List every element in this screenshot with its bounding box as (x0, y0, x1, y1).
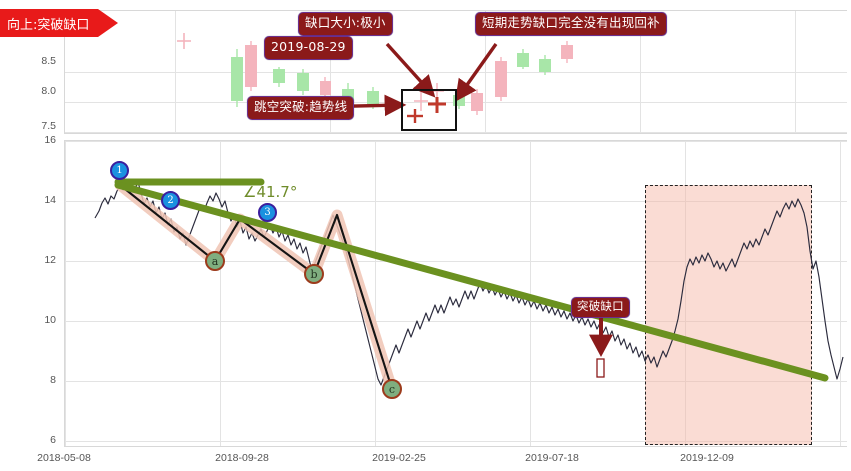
wave-marker-label: b (310, 267, 318, 281)
main-xtick: 2019-02-25 (372, 452, 426, 464)
main-ytick: 12 (44, 254, 56, 266)
main-ytick: 6 (50, 434, 56, 446)
candle-up (517, 49, 529, 69)
price-line (94, 178, 844, 386)
gap-marker-box (596, 358, 605, 378)
gridline-v (175, 11, 176, 133)
candle-down (561, 41, 573, 63)
gridline-v (530, 141, 531, 446)
direction-banner-label: 向上:突破缺口 (7, 17, 90, 33)
gridline-v (640, 11, 641, 133)
candle-down (471, 89, 483, 115)
wave-marker-b: b (304, 264, 324, 284)
wave-marker-c: c (382, 379, 402, 399)
main-ytick: 14 (44, 194, 56, 206)
gridline-v (65, 141, 66, 446)
gridline-h (65, 381, 847, 382)
top-ytick: 8.0 (41, 85, 56, 97)
gridline-h (65, 201, 847, 202)
direction-banner-arrowhead (98, 9, 118, 37)
gap-breakout-label: 跳空突破:趋势线 (247, 96, 355, 120)
gridline-h (65, 72, 847, 73)
main-xtick: 2019-12-09 (680, 452, 734, 464)
gridline-v (220, 141, 221, 446)
wave-marker-label: a (211, 254, 219, 268)
highlight-zone (645, 185, 812, 445)
wave-marker-1: 1 (110, 161, 129, 180)
main-series-svg (94, 178, 844, 395)
gridline-v (685, 141, 686, 446)
main-xtick: 2018-05-08 (37, 452, 91, 464)
main-xtick: 2018-09-28 (215, 452, 269, 464)
candle-down (495, 57, 507, 101)
wave-marker-2: 2 (161, 191, 180, 210)
gap-highlight-box (401, 89, 457, 131)
gridline-h (65, 321, 847, 322)
gridline-v (840, 141, 841, 446)
top-candles-svg (177, 33, 573, 123)
main-ytick: 16 (44, 134, 56, 146)
gap-doji-markers (407, 97, 446, 123)
gap-date-label: 2019-08-29 (264, 36, 353, 60)
descending-trendline (114, 181, 829, 382)
candle-up (297, 69, 309, 95)
gridline-v (330, 11, 331, 133)
wave-path-halo (114, 179, 398, 395)
top-candlestick-panel (64, 10, 847, 134)
candle-down (245, 41, 257, 91)
gridline-v (795, 11, 796, 133)
wave-marker-a: a (205, 251, 225, 271)
gap-size-label: 缺口大小:极小 (298, 12, 393, 36)
main-ytick: 10 (44, 314, 56, 326)
candle-up (231, 49, 243, 107)
main-line-panel: ∠41.7° 1 2 3 a b c (64, 140, 847, 447)
gridline-h (65, 141, 847, 142)
angle-label: ∠41.7° (243, 183, 298, 201)
candle-up (273, 67, 285, 87)
gridline-v (485, 11, 486, 133)
breakaway-gap-label: 突破缺口 (571, 297, 630, 318)
candle-down (320, 77, 331, 99)
candle-up (539, 55, 551, 75)
wave-marker-label: 1 (116, 165, 123, 176)
candle-doji (177, 33, 191, 49)
wave-marker-3: 3 (258, 203, 277, 222)
wave-marker-label: c (388, 382, 396, 396)
gridline-h (65, 441, 847, 442)
arrow-no-fill (455, 43, 498, 102)
top-ytick: 7.5 (41, 120, 56, 132)
top-ytick: 8.5 (41, 55, 56, 67)
wave-marker-label: 2 (167, 195, 174, 206)
direction-banner-body: 向上:突破缺口 (0, 9, 98, 37)
main-xtick: 2019-07-18 (525, 452, 579, 464)
gridline-h (65, 261, 847, 262)
gridline-v (375, 141, 376, 446)
arrow-gap-size (385, 42, 436, 98)
gridline-h (65, 132, 847, 133)
candlestick-series (177, 33, 573, 115)
wave-marker-label: 3 (264, 207, 271, 218)
no-fill-label: 短期走势缺口完全没有出现回补 (475, 12, 667, 36)
main-ytick: 8 (50, 374, 56, 386)
